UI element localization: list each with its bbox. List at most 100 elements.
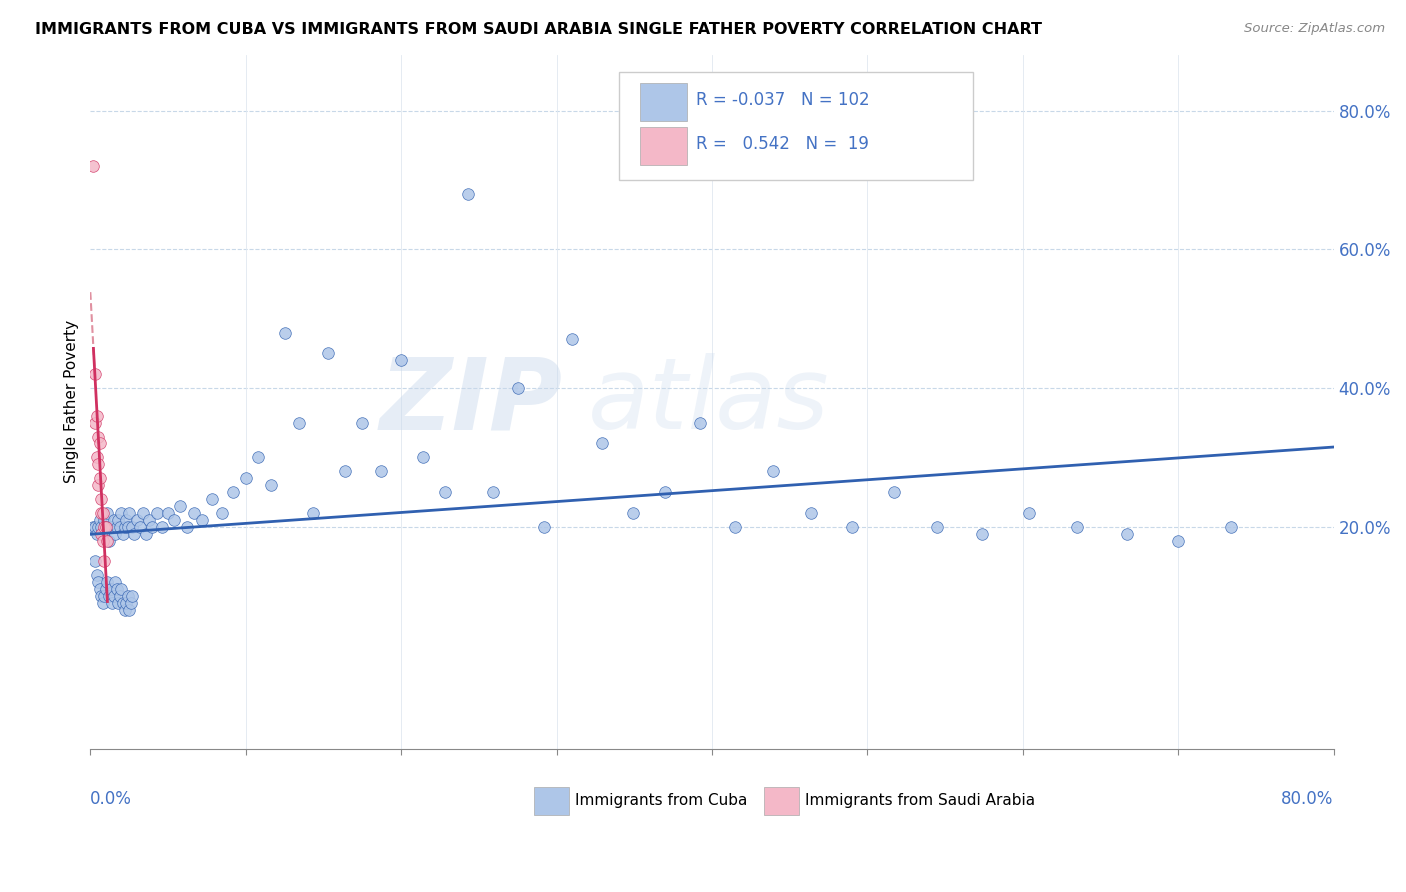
Point — [108, 519, 131, 533]
Point — [457, 186, 479, 201]
Point — [561, 333, 583, 347]
Point — [482, 485, 505, 500]
Point — [370, 464, 392, 478]
Point — [191, 513, 214, 527]
Point — [111, 596, 134, 610]
Text: 80.0%: 80.0% — [1281, 790, 1334, 808]
Point — [87, 478, 110, 492]
Point — [1116, 526, 1139, 541]
Point — [110, 506, 132, 520]
Y-axis label: Single Father Poverty: Single Father Poverty — [65, 320, 79, 483]
Point — [200, 491, 222, 506]
Point — [135, 526, 157, 541]
Point — [117, 519, 139, 533]
Point — [89, 471, 111, 485]
Point — [104, 575, 127, 590]
Point — [115, 513, 138, 527]
Point — [1066, 519, 1088, 533]
Point — [883, 485, 905, 500]
Point — [150, 519, 173, 533]
Point — [120, 596, 142, 610]
Point — [132, 506, 155, 520]
Point — [84, 519, 107, 533]
FancyBboxPatch shape — [619, 72, 973, 180]
Point — [89, 436, 111, 450]
Point — [86, 450, 108, 465]
Point — [91, 506, 114, 520]
Point — [100, 519, 122, 533]
Point — [724, 519, 747, 533]
Text: 0.0%: 0.0% — [90, 790, 132, 808]
Point — [927, 519, 949, 533]
Point — [101, 519, 124, 533]
Point — [93, 513, 115, 527]
Point — [118, 603, 141, 617]
Point — [235, 471, 257, 485]
Point — [90, 491, 112, 506]
Point — [93, 589, 115, 603]
Point — [146, 506, 169, 520]
Text: Immigrants from Saudi Arabia: Immigrants from Saudi Arabia — [806, 793, 1035, 808]
Point — [105, 519, 128, 533]
Point — [93, 554, 115, 568]
Point — [301, 506, 323, 520]
Point — [110, 582, 132, 596]
Point — [98, 533, 121, 548]
Point — [114, 603, 136, 617]
Point — [316, 346, 339, 360]
Point — [533, 519, 555, 533]
Point — [105, 582, 128, 596]
Point — [121, 589, 143, 603]
Text: Source: ZipAtlas.com: Source: ZipAtlas.com — [1244, 22, 1385, 36]
Point — [100, 582, 122, 596]
Point — [86, 568, 108, 582]
Point — [87, 429, 110, 443]
Point — [89, 582, 111, 596]
Point — [621, 506, 644, 520]
FancyBboxPatch shape — [640, 127, 688, 165]
Point — [101, 596, 124, 610]
Point — [125, 513, 148, 527]
Point — [84, 554, 107, 568]
Point — [169, 499, 191, 513]
Point — [90, 526, 112, 541]
Point — [389, 353, 412, 368]
Point — [176, 519, 198, 533]
Point — [103, 589, 125, 603]
Point — [91, 596, 114, 610]
Point — [654, 485, 676, 500]
Point — [259, 478, 281, 492]
Point — [87, 519, 110, 533]
Point — [91, 526, 114, 541]
Point — [115, 596, 138, 610]
Point — [103, 513, 125, 527]
Text: R = -0.037   N = 102: R = -0.037 N = 102 — [696, 91, 869, 109]
Point — [247, 450, 270, 465]
Point — [117, 589, 139, 603]
Text: R =   0.542   N =  19: R = 0.542 N = 19 — [696, 135, 869, 153]
Point — [94, 582, 117, 596]
Text: IMMIGRANTS FROM CUBA VS IMMIGRANTS FROM SAUDI ARABIA SINGLE FATHER POVERTY CORRE: IMMIGRANTS FROM CUBA VS IMMIGRANTS FROM … — [35, 22, 1042, 37]
Point — [90, 589, 112, 603]
Point — [157, 506, 180, 520]
Point — [412, 450, 434, 465]
Point — [183, 506, 205, 520]
Point — [287, 416, 309, 430]
FancyBboxPatch shape — [534, 787, 569, 815]
Point — [94, 519, 117, 533]
Point — [87, 575, 110, 590]
FancyBboxPatch shape — [765, 787, 799, 815]
Point — [111, 526, 134, 541]
Point — [163, 513, 186, 527]
Point — [972, 526, 994, 541]
Point — [91, 533, 114, 548]
Point — [118, 506, 141, 520]
Text: ZIP: ZIP — [380, 353, 562, 450]
Point — [121, 519, 143, 533]
Point — [90, 519, 112, 533]
Point — [211, 506, 233, 520]
Point — [141, 519, 163, 533]
Point — [96, 575, 118, 590]
Point — [689, 416, 711, 430]
Point — [129, 519, 152, 533]
